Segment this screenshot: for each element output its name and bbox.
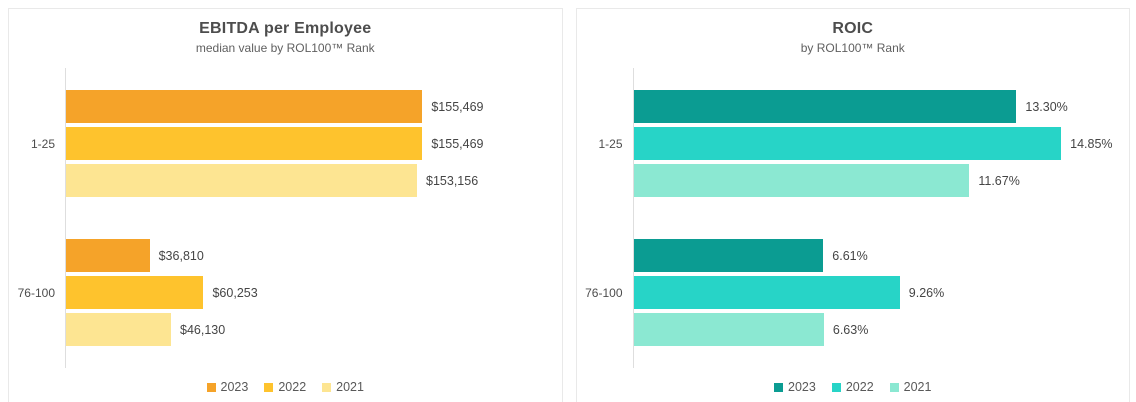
bar-value-label: 11.67%: [978, 173, 1020, 188]
legend-item-2022: 2022: [264, 380, 306, 394]
bar-2023: [632, 239, 824, 272]
bar-value-label: $155,469: [431, 136, 484, 151]
legend-item-2021: 2021: [889, 380, 932, 394]
chart-card-roic: ROIC by ROL100™ Rank 1-25 13.30% 14.85% 11.…: [575, 8, 1130, 402]
legend: 2023 2022 2021: [9, 380, 562, 394]
chart-title: EBITDA per Employee: [199, 20, 372, 37]
chart-subtitle: by ROL100™ Rank: [800, 41, 905, 55]
plot-area: 1-25 $155,469 $155,469 $153,156 76-100 $36,81…: [9, 68, 562, 368]
legend-label: 2023: [788, 380, 816, 394]
bar-2023: [65, 239, 150, 272]
bar-row: $155,469: [65, 127, 562, 160]
bar-row: 14.85%: [632, 127, 1130, 160]
bar-row: 11.67%: [632, 164, 1130, 197]
bar-2021: [65, 313, 172, 346]
bar-value-label: $36,810: [158, 248, 204, 263]
legend-swatch-icon: [831, 382, 841, 392]
legend-label: 2022: [845, 380, 874, 394]
bar-value-label: $60,253: [212, 285, 258, 300]
bar-2021: [65, 164, 418, 197]
bar-rows: $155,469 $155,469 $153,156: [65, 90, 562, 197]
chart-title: ROIC: [832, 20, 874, 37]
bar-rows: 6.61% 9.26% 6.63%: [632, 239, 1130, 346]
bar-value-label: 6.63%: [832, 322, 869, 337]
legend-item-2021: 2021: [322, 380, 364, 394]
bar-rows: $36,810 $60,253 $46,130: [65, 239, 562, 346]
bar-group: 76-100 $36,810 $60,253 $46,130: [9, 239, 562, 346]
bar-row: 13.30%: [632, 90, 1130, 123]
bar-2022: [65, 276, 204, 309]
legend: 2023 2022 2021: [577, 380, 1130, 394]
bar-row: $46,130: [65, 313, 562, 346]
bar-group: 76-100 6.61% 9.26% 6.63%: [577, 239, 1130, 346]
chart-subtitle: median value by ROL100™ Rank: [195, 41, 375, 55]
bar-2022: [632, 276, 900, 309]
bar-row: $60,253: [65, 276, 562, 309]
bar-value-label: $153,156: [426, 173, 479, 188]
bar-2021: [632, 313, 824, 346]
legend-item-2023: 2023: [774, 380, 816, 394]
legend-swatch-icon: [264, 382, 274, 392]
legend-swatch-icon: [889, 382, 899, 392]
bar-row: $36,810: [65, 239, 562, 272]
category-label: 1-25: [30, 136, 55, 151]
bar-2023: [632, 90, 1017, 123]
bar-2021: [632, 164, 970, 197]
bar-rows: 13.30% 14.85% 11.67%: [632, 90, 1130, 197]
category-label: 1-25: [598, 136, 623, 151]
bar-row: 6.63%: [632, 313, 1130, 346]
bar-value-label: 6.61%: [832, 248, 868, 263]
bar-group: 1-25 $155,469 $155,469 $153,156: [9, 90, 562, 197]
category-label: 76-100: [17, 285, 55, 300]
bar-2022: [632, 127, 1062, 160]
bar-2023: [65, 90, 423, 123]
legend-item-2022: 2022: [831, 380, 874, 394]
bar-row: $155,469: [65, 90, 562, 123]
legend-swatch-icon: [774, 382, 784, 392]
y-axis-line: [65, 68, 66, 368]
bar-value-label: 9.26%: [908, 285, 945, 300]
bar-row: 6.61%: [632, 239, 1130, 272]
legend-label: 2021: [903, 380, 932, 394]
bar-2022: [65, 127, 423, 160]
bar-value-label: 14.85%: [1070, 136, 1113, 151]
legend-label: 2021: [336, 380, 364, 394]
chart-card-ebitda: EBITDA per Employee median value by ROL1…: [8, 8, 563, 402]
category-label: 76-100: [585, 285, 623, 300]
y-axis-line: [632, 68, 634, 368]
bar-row: $153,156: [65, 164, 562, 197]
legend-label: 2022: [278, 380, 307, 394]
legend-item-2023: 2023: [206, 380, 249, 394]
legend-label: 2023: [220, 380, 249, 394]
bar-group: 1-25 13.30% 14.85% 11.67%: [577, 90, 1130, 197]
bar-value-label: $46,130: [180, 322, 226, 337]
legend-swatch-icon: [322, 382, 332, 392]
plot-area: 1-25 13.30% 14.85% 11.67% 76-100 6.61% 9.26% 6.…: [577, 68, 1130, 368]
bar-value-label: 13.30%: [1025, 99, 1068, 114]
legend-swatch-icon: [206, 382, 216, 392]
bar-row: 9.26%: [632, 276, 1130, 309]
bar-value-label: $155,469: [431, 99, 484, 114]
